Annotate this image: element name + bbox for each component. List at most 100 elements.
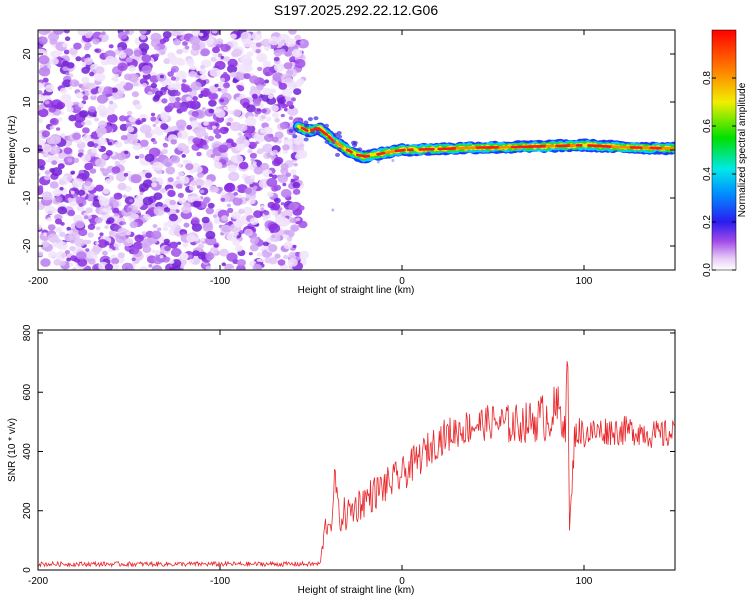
noise-speck [105,150,113,156]
noise-speck [242,38,254,48]
noise-speck [251,93,258,99]
noise-speck [271,202,281,211]
noise-speck [229,110,234,115]
ridge-lobe [335,152,340,157]
noise-speck [135,103,142,110]
noise-speck [291,48,303,58]
ridge-lobe [303,137,309,142]
noise-speck [167,102,176,110]
noise-speck [139,30,147,35]
noise-speck [58,117,63,121]
ridge-lobe [313,116,319,121]
noise-speck [110,263,120,270]
noise-speck [132,81,139,87]
noise-speck [141,65,152,74]
noise-speck [117,182,127,191]
noise-speck [253,166,264,175]
noise-speck [185,163,194,171]
noise-speck [177,192,184,198]
noise-speck [200,88,212,97]
noise-speck [117,31,128,40]
noise-speck [49,125,55,130]
noise-speck [259,258,264,263]
noise-speck [250,174,256,180]
noise-speck [113,192,123,200]
noise-speck [38,55,50,65]
noise-speck [46,137,56,145]
noise-speck [180,176,190,184]
noise-speck [111,166,121,174]
noise-speck [292,188,301,195]
noise-speck [272,149,278,155]
noise-speck [271,136,279,143]
noise-speck [237,85,245,91]
noise-speck [220,43,230,52]
noise-speck [277,174,288,184]
noise-speck [133,49,143,57]
noise-speck [170,139,177,145]
noise-speck [203,179,213,188]
noise-speck [144,153,155,162]
noise-speck [104,225,109,229]
noise-speck [142,238,153,247]
noise-speck [220,77,226,82]
noise-speck [98,197,110,207]
colorbar-tick-label: 0.2 [702,215,713,229]
noise-speck [89,168,97,174]
noise-speck [123,172,129,177]
noise-speck [232,78,238,84]
noise-speck [114,213,119,217]
noise-speck [141,117,147,123]
noise-speck [154,53,160,58]
noise-speck [237,194,242,199]
noise-speck [161,148,168,155]
noise-speck [75,220,85,229]
noise-speck [189,185,196,191]
noise-speck [231,211,241,220]
ridge-lobe [324,123,329,128]
noise-speck [77,30,88,36]
noise-speck [65,234,74,242]
noise-speck [178,197,187,205]
noise-speck [51,99,63,109]
noise-speck [69,263,74,267]
noise-speck [41,240,50,248]
ridge-lobe [288,128,294,133]
noise-speck [223,183,236,193]
noise-speck [59,231,66,237]
noise-speck [107,113,118,123]
noise-speck [240,31,252,41]
noise-speck [221,262,227,267]
noise-speck [199,74,207,81]
noise-speck [117,62,128,72]
noise-speck [130,247,140,255]
noise-speck [210,154,216,158]
noise-speck [145,132,153,139]
noise-speck [174,91,181,97]
noise-speck [59,186,64,191]
noise-speck [38,36,48,45]
noise-speck [135,120,142,125]
noise-speck [150,116,157,122]
noise-speck [167,177,174,183]
noise-speck [212,53,219,58]
noise-speck [244,64,253,73]
noise-speck [84,180,92,187]
noise-speck [41,130,51,138]
spectrogram-x-tick-label: 0 [399,276,405,287]
noise-speck [219,98,225,103]
noise-speck [87,223,96,230]
noise-speck [204,135,209,140]
noise-speck [160,114,169,122]
noise-speck [273,56,280,62]
noise-speck [242,206,253,216]
noise-speck [94,117,99,122]
noise-speck [186,234,197,243]
noise-speck [288,202,299,211]
noise-speck [97,105,107,113]
colorbar-label: Normalized spectral amplitude [737,82,748,217]
noise-speck [247,148,253,154]
noise-speck [44,170,51,175]
noise-speck [127,65,136,72]
